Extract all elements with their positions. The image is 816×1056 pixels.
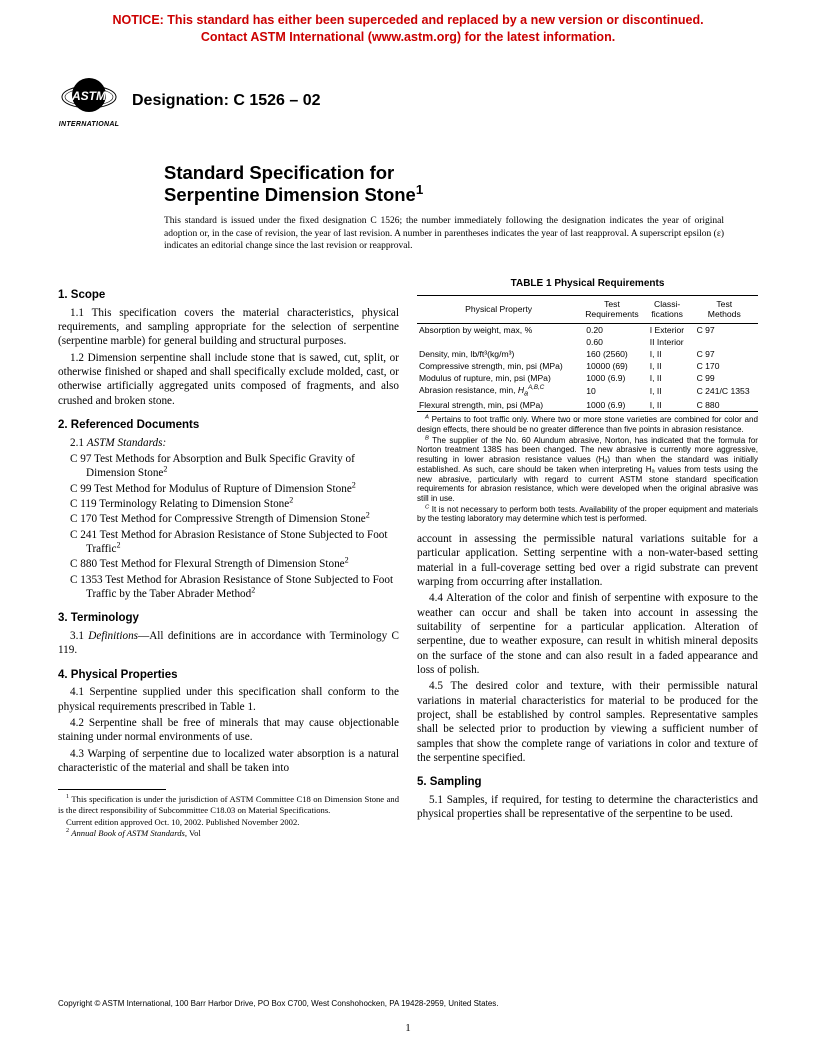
para: 4.5 The desired color and texture, with … xyxy=(417,679,758,765)
para: 1.1 This specification covers the materi… xyxy=(58,306,399,349)
astm-logo: ASTM INTERNATIONAL xyxy=(58,70,120,132)
copyright: Copyright © ASTM International, 100 Barr… xyxy=(58,999,499,1008)
header: ASTM INTERNATIONAL Designation: C 1526 –… xyxy=(0,52,816,132)
page-number: 1 xyxy=(0,1022,816,1034)
issuance-note: This standard is issued under the fixed … xyxy=(164,215,724,251)
table-row: Flexural strength, min, psi (MPa)1000 (6… xyxy=(417,399,758,412)
table-row: Compressive strength, min, psi (MPa)1000… xyxy=(417,360,758,372)
table-notes: A Pertains to foot traffic only. Where t… xyxy=(417,415,758,524)
physical-requirements-table: Physical Property TestRequirements Class… xyxy=(417,295,758,413)
ref-item: C 241 Test Method for Abrasion Resistanc… xyxy=(70,528,399,557)
reference-list: C 97 Test Methods for Absorption and Bul… xyxy=(70,452,399,601)
footnote: 1 This specification is under the jurisd… xyxy=(58,794,399,815)
para: 2.1 ASTM Standards: xyxy=(70,436,399,450)
left-column: 1. Scope 1.1 This specification covers t… xyxy=(58,278,399,840)
para: 3.1 Definitions—All definitions are in a… xyxy=(58,629,399,658)
para: 4.2 Serpentine shall be free of minerals… xyxy=(58,716,399,745)
th: Physical Property xyxy=(417,295,580,324)
right-column: TABLE 1 Physical Requirements Physical P… xyxy=(417,278,758,840)
footnotes: 1 This specification is under the jurisd… xyxy=(58,794,399,839)
table-note: B The supplier of the No. 60 Alundum abr… xyxy=(417,436,758,504)
designation: Designation: C 1526 – 02 xyxy=(132,92,321,110)
table-row: 0.60II Interior xyxy=(417,336,758,348)
body-columns: 1. Scope 1.1 This specification covers t… xyxy=(0,262,816,840)
ref-item: C 119 Terminology Relating to Dimension … xyxy=(70,497,399,511)
table-row: Abrasion resistance, min, HaA,B,C10I, II… xyxy=(417,384,758,399)
table-note: C It is not necessary to perform both te… xyxy=(417,505,758,524)
para: account in assessing the permissible nat… xyxy=(417,532,758,589)
table-row: Density, min, lb/ft³(kg/m³)160 (2560)I, … xyxy=(417,348,758,360)
para: 1.2 Dimension serpentine shall include s… xyxy=(58,351,399,408)
footnote: Current edition approved Oct. 10, 2002. … xyxy=(58,817,399,828)
table-1: TABLE 1 Physical Requirements Physical P… xyxy=(417,278,758,524)
title-block: Standard Specification for Serpentine Di… xyxy=(164,162,724,252)
ref-item: C 880 Test Method for Flexural Strength … xyxy=(70,557,399,571)
th: TestRequirements xyxy=(580,295,644,324)
table-row: Modulus of rupture, min, psi (MPa)1000 (… xyxy=(417,372,758,384)
logo-label: INTERNATIONAL xyxy=(59,121,120,128)
table-row: Absorption by weight, max, %0.20I Exteri… xyxy=(417,324,758,337)
ref-item: C 1353 Test Method for Abrasion Resistan… xyxy=(70,573,399,602)
para: 4.1 Serpentine supplied under this speci… xyxy=(58,685,399,714)
para: 5.1 Samples, if required, for testing to… xyxy=(417,793,758,822)
th: Classi-fications xyxy=(644,295,691,324)
notice-banner: NOTICE: This standard has either been su… xyxy=(0,0,816,52)
para: 4.4 Alteration of the color and finish o… xyxy=(417,591,758,677)
notice-line2: Contact ASTM International (www.astm.org… xyxy=(201,30,615,44)
para: 4.3 Warping of serpentine due to localiz… xyxy=(58,747,399,776)
footnote: 2 Annual Book of ASTM Standards, Vol xyxy=(58,828,399,839)
table-title: TABLE 1 Physical Requirements xyxy=(417,278,758,291)
th: TestMethods xyxy=(691,295,758,324)
section-heading: 2. Referenced Documents xyxy=(58,418,399,433)
table-note: A Pertains to foot traffic only. Where t… xyxy=(417,415,758,434)
section-heading: 3. Terminology xyxy=(58,611,399,626)
section-heading: 5. Sampling xyxy=(417,775,758,790)
section-heading: 4. Physical Properties xyxy=(58,668,399,683)
notice-line1: NOTICE: This standard has either been su… xyxy=(112,13,703,27)
ref-item: C 99 Test Method for Modulus of Rupture … xyxy=(70,482,399,496)
ref-item: C 97 Test Methods for Absorption and Bul… xyxy=(70,452,399,481)
main-title: Standard Specification for Serpentine Di… xyxy=(164,162,724,206)
svg-text:ASTM: ASTM xyxy=(71,89,107,103)
section-heading: 1. Scope xyxy=(58,288,399,303)
ref-item: C 170 Test Method for Compressive Streng… xyxy=(70,512,399,526)
